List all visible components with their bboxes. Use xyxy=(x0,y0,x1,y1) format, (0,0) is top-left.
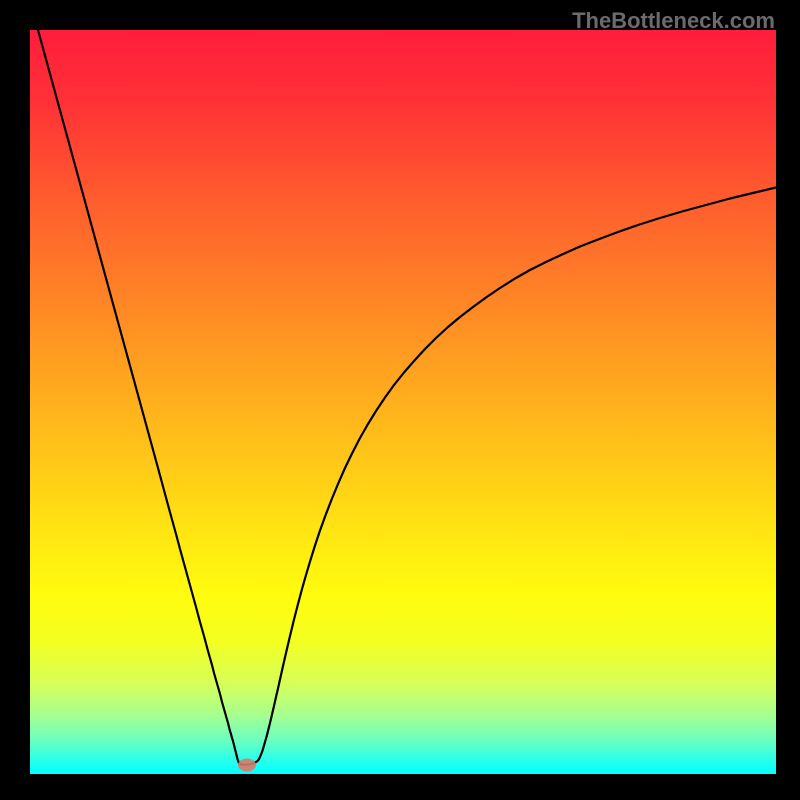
plot-area xyxy=(30,30,776,774)
gradient-background xyxy=(30,30,776,774)
frame-bottom xyxy=(0,774,800,800)
watermark-text: TheBottleneck.com xyxy=(572,8,775,34)
frame-right xyxy=(776,0,800,800)
minimum-marker xyxy=(238,759,256,772)
chart-svg xyxy=(30,30,776,774)
frame-left xyxy=(0,0,30,800)
